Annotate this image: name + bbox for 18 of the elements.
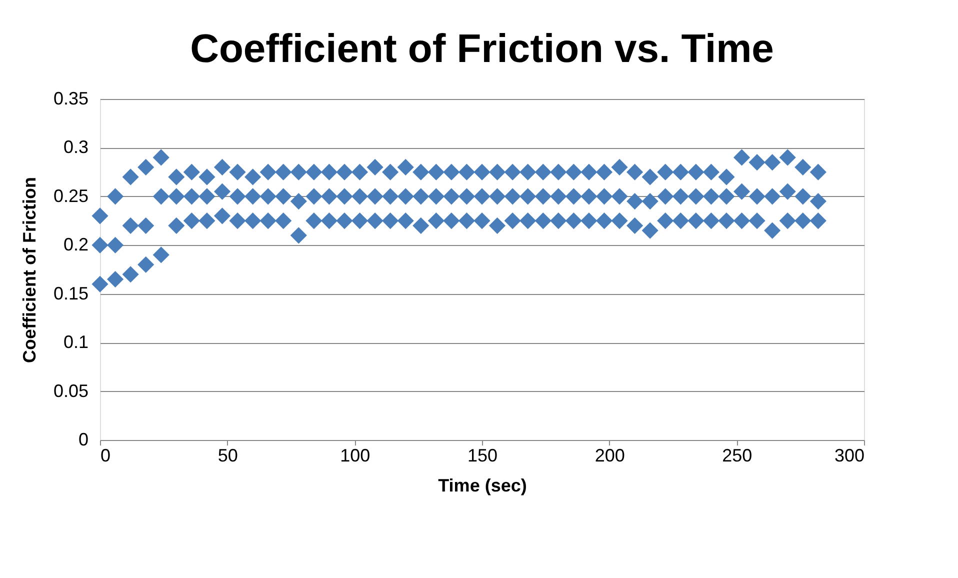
- y-axis-title: Coefficient of Friction: [19, 177, 40, 363]
- y-tick-label: 0.15: [53, 283, 88, 304]
- y-tick-label: 0.3: [63, 137, 88, 158]
- x-tick-label: 250: [722, 446, 752, 466]
- y-tick-label: 0.05: [53, 380, 88, 401]
- x-tick-label: 100: [340, 446, 370, 466]
- x-tick-label: 0: [100, 446, 111, 466]
- y-tick-label: 0.35: [53, 88, 88, 108]
- y-tick-label: 0.25: [53, 186, 88, 206]
- y-tick-label: 0: [78, 430, 88, 450]
- chart-title: Coefficient of Friction vs. Time: [190, 27, 774, 71]
- y-tick-label: 0.1: [63, 332, 88, 352]
- x-tick-label: 300: [834, 446, 864, 466]
- x-axis-title: Time (sec): [438, 476, 527, 496]
- x-tick-label: 50: [218, 446, 238, 466]
- x-tick-label: 200: [594, 446, 625, 466]
- y-tick-label: 0.2: [63, 234, 88, 255]
- x-tick-label: 150: [467, 446, 498, 466]
